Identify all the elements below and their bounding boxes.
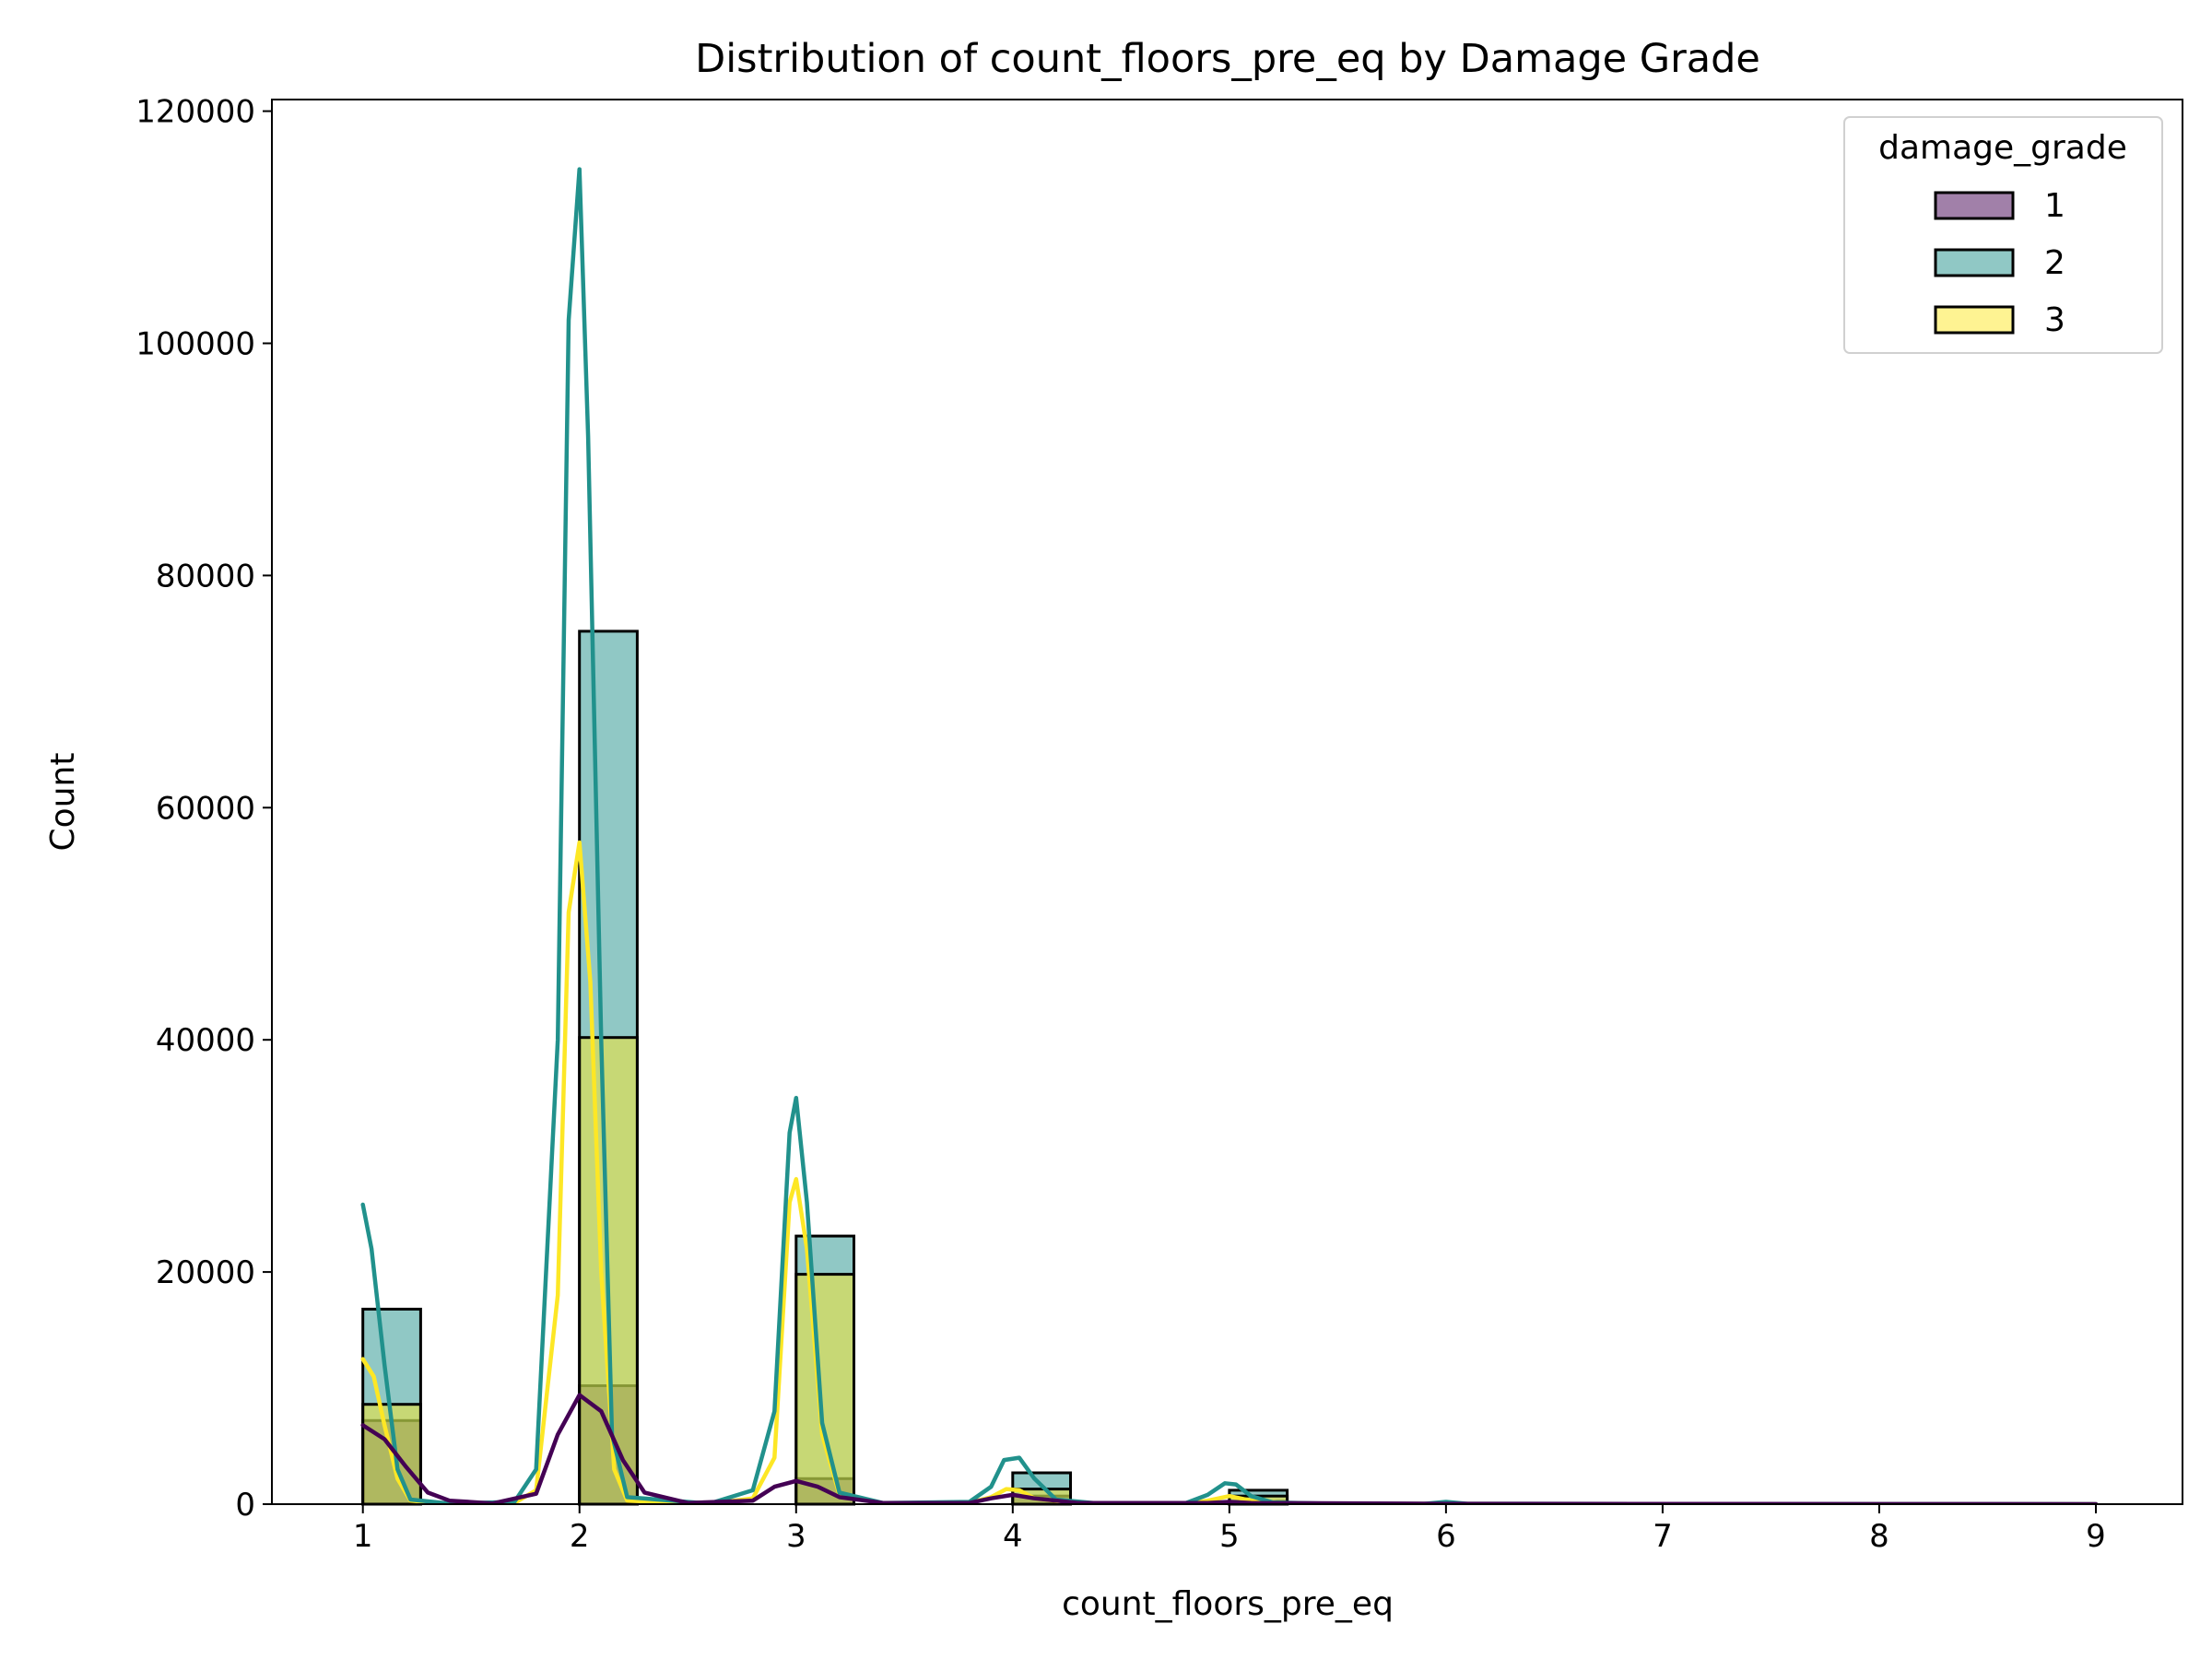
y-tick-label: 60000 (156, 790, 255, 827)
y-axis-ticks: 0 20000 40000 60000 80000 100000 120000 (135, 94, 272, 1524)
x-tick-label: 7 (1653, 1518, 1673, 1555)
histogram-bars (361, 629, 1289, 1506)
x-tick-label: 4 (1003, 1518, 1023, 1555)
legend-label-grade-3: 3 (2044, 301, 2065, 339)
kde-line-grade-2 (360, 167, 2099, 1504)
y-tick-label: 120000 (135, 94, 255, 131)
legend-swatch-grade-2 (1934, 248, 2015, 277)
y-tick-label: 80000 (156, 558, 255, 594)
legend-frame (1843, 116, 2163, 354)
y-axis-label: Count (44, 753, 82, 852)
legend-title: damage_grade (1878, 129, 2127, 167)
kde-line-grade-1 (360, 1393, 2099, 1504)
y-tick-label: 20000 (156, 1254, 255, 1291)
legend-label-grade-1: 1 (2044, 187, 2065, 225)
x-tick-label: 1 (353, 1518, 373, 1555)
legend-swatch-grade-1 (1934, 191, 2015, 220)
axes (271, 99, 2183, 1505)
plot-frame (271, 99, 2183, 1505)
y-tick-label: 100000 (135, 325, 255, 362)
x-tick-label: 5 (1219, 1518, 1240, 1555)
bar-grade-3-floors-3 (794, 1273, 855, 1506)
x-axis-label: count_floors_pre_eq (1062, 1585, 1394, 1623)
chart-title: Distribution of count_floors_pre_eq by D… (695, 36, 1760, 82)
x-tick-label: 6 (1436, 1518, 1456, 1555)
x-axis-ticks: 1 2 3 4 5 6 7 8 9 (353, 1504, 2106, 1555)
legend-swatch-grade-3 (1934, 305, 2015, 335)
legend: damage_grade 1 2 3 (1843, 116, 2163, 354)
x-tick-label: 9 (2086, 1518, 2106, 1555)
plot-area (360, 167, 2099, 1506)
y-tick-label: 0 (235, 1487, 255, 1524)
x-tick-label: 8 (1869, 1518, 1889, 1555)
y-tick-label: 40000 (156, 1022, 255, 1059)
legend-label-grade-2: 2 (2044, 244, 2065, 282)
legend-entries: 1 2 3 (1934, 187, 2065, 339)
x-tick-label: 3 (786, 1518, 806, 1555)
x-tick-label: 2 (570, 1518, 590, 1555)
